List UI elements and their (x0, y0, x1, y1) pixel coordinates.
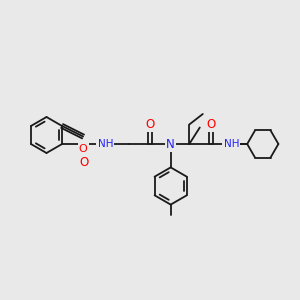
Text: O: O (206, 118, 215, 131)
Text: O: O (146, 118, 155, 131)
Text: NH: NH (224, 139, 239, 149)
Text: NH: NH (98, 139, 113, 149)
Text: O: O (79, 156, 88, 170)
Text: N: N (166, 137, 175, 151)
Text: O: O (79, 144, 88, 154)
